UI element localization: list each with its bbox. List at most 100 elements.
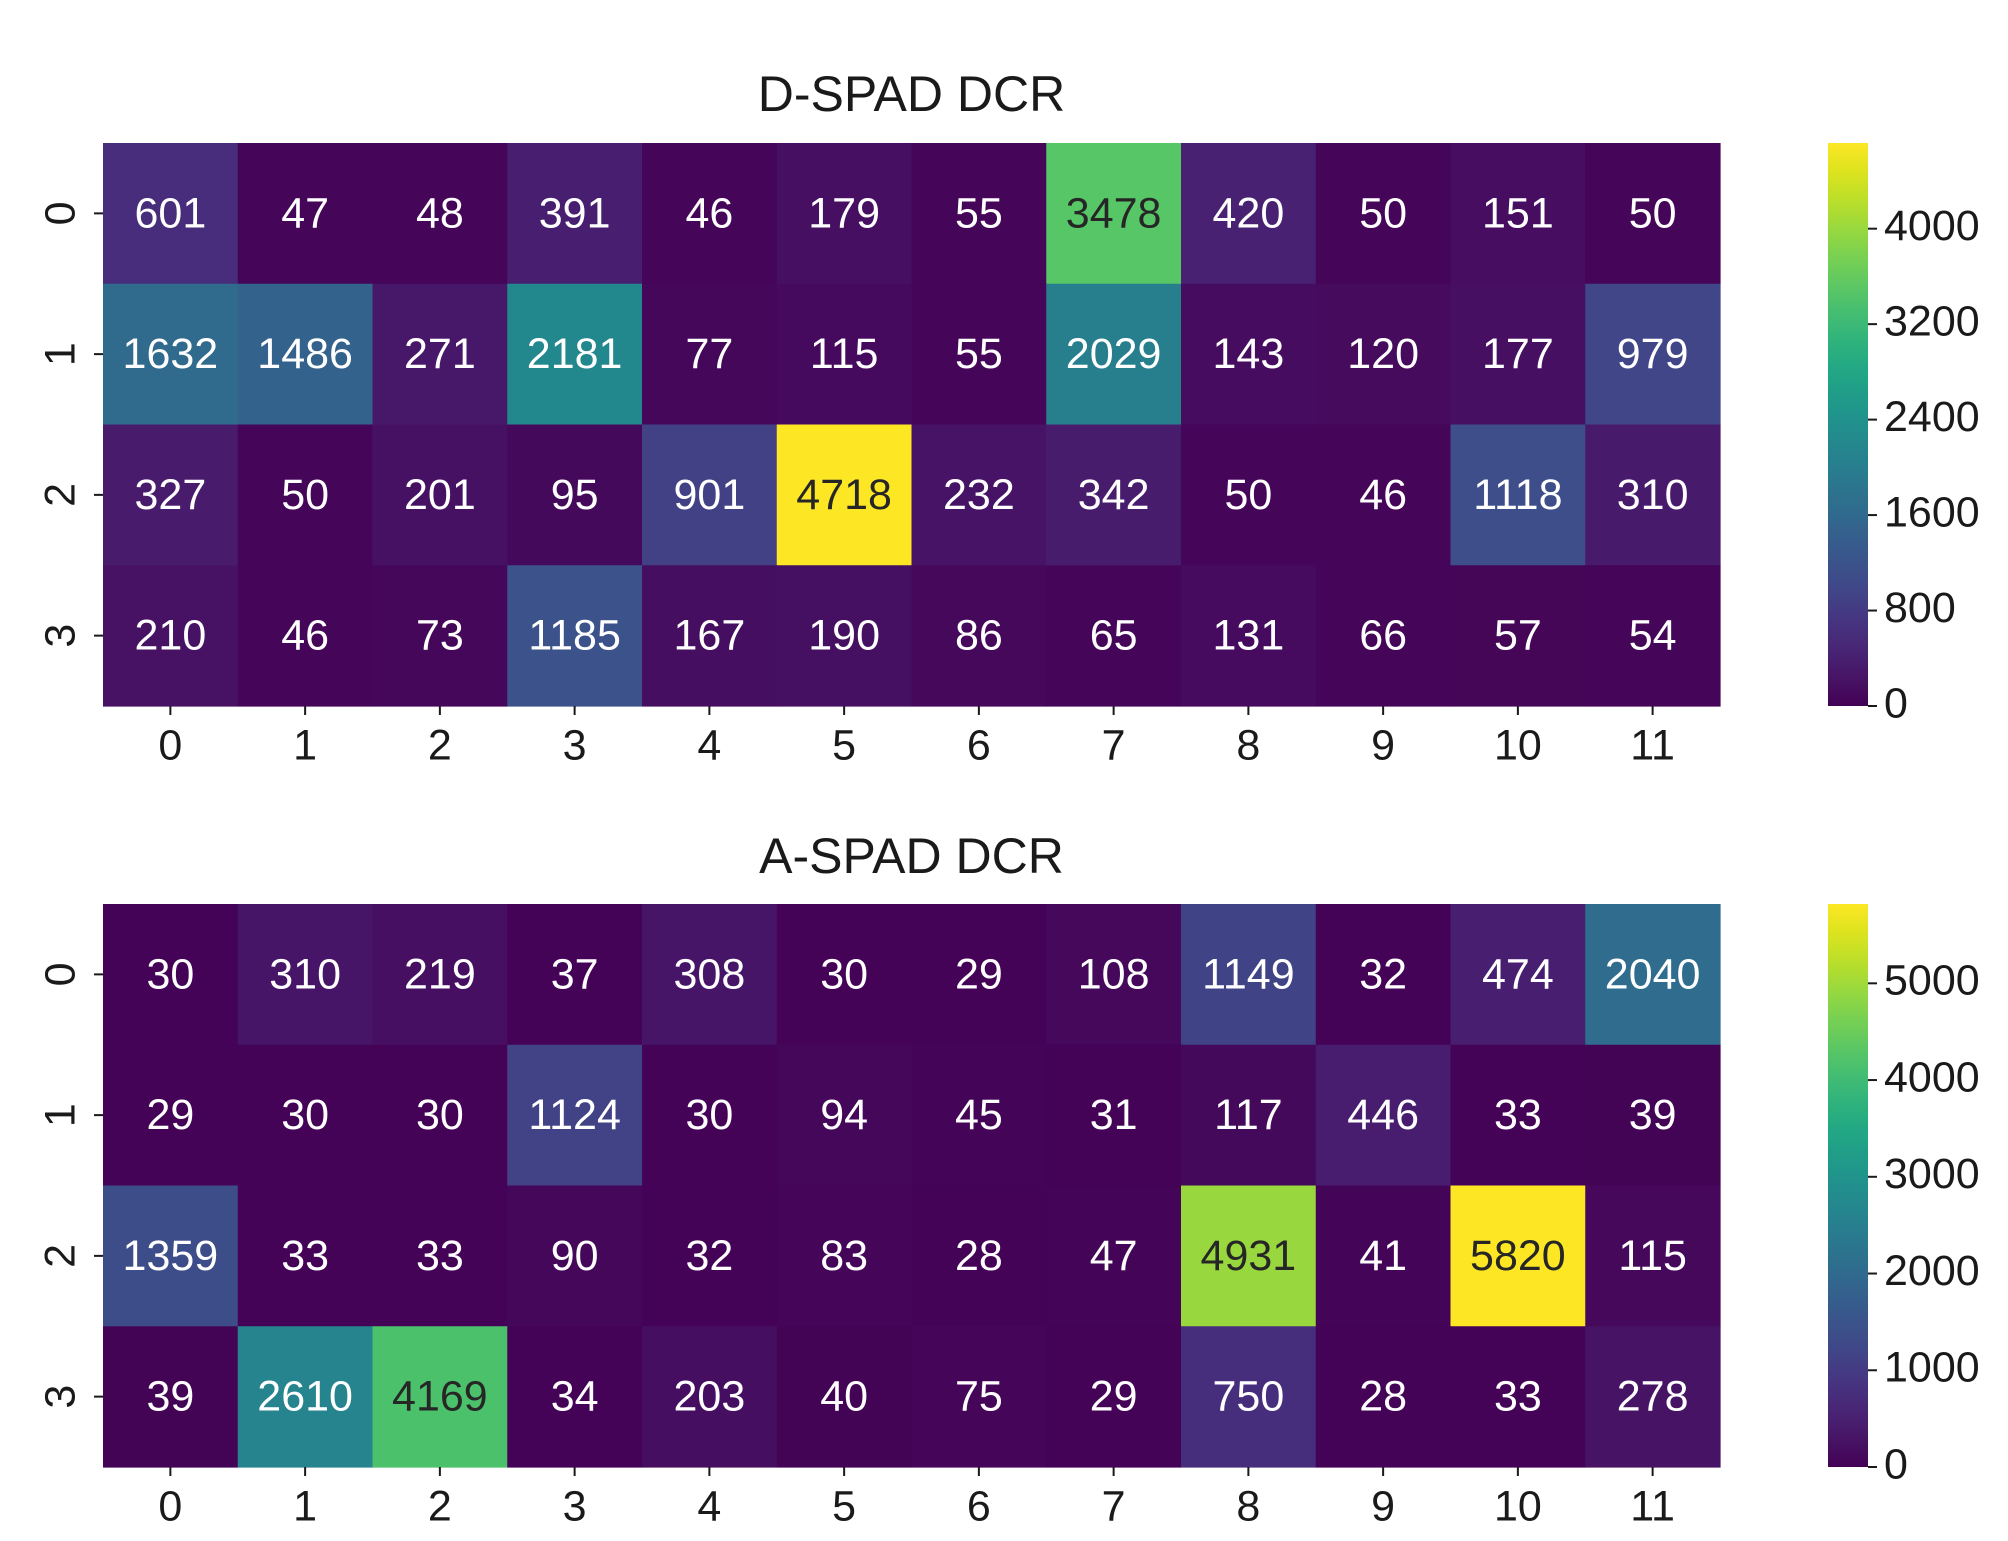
colorbar [1828, 904, 1868, 1467]
x-tick-label-4: 4 [697, 721, 721, 769]
y-tick-label-3: 3 [36, 624, 84, 648]
x-tick-label-0: 0 [158, 1482, 182, 1530]
y-tick-label-2: 2 [36, 483, 84, 507]
heatmap-cell-r1-c11 [1585, 1044, 1721, 1187]
cell-value-label-r2-c3: 90 [551, 1232, 599, 1280]
chart-title: D-SPAD DCR [758, 66, 1065, 122]
cell-value-label-r0-c1: 47 [281, 189, 329, 237]
y-tick-label-0: 0 [36, 201, 84, 225]
cell-value-label-r1-c6: 45 [955, 1091, 1003, 1139]
cell-value-label-r2-c3: 95 [551, 471, 599, 519]
heatmap-cell-r0-c10 [1450, 143, 1586, 285]
heatmap-cell-r2-c1 [237, 1185, 374, 1327]
cell-value-label-r3-c7: 29 [1090, 1373, 1138, 1421]
heatmap-cell-r2-c6 [911, 1185, 1047, 1327]
cell-value-label-r0-c11: 50 [1629, 189, 1677, 237]
heatmap-cell-r3-c9 [1315, 565, 1452, 707]
heatmap-cell-r3-c3 [507, 1326, 643, 1468]
cell-value-label-r3-c0: 39 [146, 1373, 194, 1421]
x-tick-label-6: 6 [967, 1482, 991, 1530]
cell-value-label-r3-c3: 34 [551, 1373, 599, 1421]
cell-value-label-r0-c0: 601 [135, 189, 207, 237]
cell-value-label-r3-c4: 203 [674, 1373, 746, 1421]
heatmap-cell-r3-c3 [507, 565, 643, 707]
heatmap-cell-r3-c6 [911, 565, 1047, 707]
colorbar-tick-label-4: 3200 [1884, 298, 1980, 346]
colorbar-tick-label-4: 4000 [1884, 1053, 1980, 1101]
heatmap-cell-r1-c11 [1585, 283, 1721, 426]
heatmap-cell-r0-c8 [1181, 143, 1317, 285]
cell-value-label-r2-c10: 5820 [1470, 1232, 1566, 1280]
x-tick-label-11: 11 [1630, 1482, 1675, 1530]
cell-value-label-r3-c5: 40 [820, 1373, 868, 1421]
heatmap-cell-r0-c6 [911, 904, 1047, 1046]
heatmap-cell-r2-c2 [372, 1185, 508, 1327]
cell-value-label-r0-c2: 48 [416, 189, 464, 237]
cell-value-label-r2-c1: 33 [281, 1232, 329, 1280]
heatmap-cell-r2-c8 [1181, 424, 1317, 566]
heatmap-cell-r1-c5 [776, 283, 913, 426]
heatmap-cell-r1-c0 [103, 283, 239, 426]
heatmap-cell-r1-c9 [1315, 1044, 1452, 1187]
cell-value-label-r0-c1: 310 [269, 950, 341, 998]
cell-value-label-r1-c6: 55 [955, 330, 1003, 378]
cell-value-label-r2-c2: 201 [404, 471, 476, 519]
cell-value-label-r0-c4: 308 [674, 950, 746, 998]
heatmap-cell-r3-c11 [1585, 565, 1721, 707]
cell-value-label-r1-c8: 117 [1214, 1091, 1283, 1139]
heatmap-cell-r1-c9 [1315, 283, 1452, 426]
heatmap-cell-r2-c5 [776, 424, 913, 566]
cell-value-label-r3-c5: 190 [808, 612, 880, 660]
x-tick-label-10: 10 [1494, 721, 1542, 769]
cell-value-label-r0-c5: 30 [820, 950, 868, 998]
cell-value-label-r1-c3: 1124 [528, 1091, 620, 1139]
cell-value-label-r2-c6: 232 [943, 471, 1015, 519]
cell-value-label-r3-c3: 1185 [528, 612, 620, 660]
cell-value-label-r1-c11: 39 [1629, 1091, 1677, 1139]
cell-value-label-r3-c2: 4169 [392, 1373, 488, 1421]
cell-value-label-r0-c6: 55 [955, 189, 1003, 237]
cell-value-label-r1-c5: 94 [820, 1091, 868, 1139]
cell-value-label-r2-c6: 28 [955, 1232, 1003, 1280]
y-tick-label-3: 3 [36, 1385, 84, 1409]
cell-value-label-r0-c3: 37 [551, 950, 599, 998]
cell-value-label-r3-c4: 167 [674, 612, 746, 660]
heatmap-cell-r0-c5 [776, 904, 913, 1046]
cell-value-label-r1-c0: 29 [146, 1091, 194, 1139]
cell-value-label-r1-c2: 30 [416, 1091, 464, 1139]
heatmap-cell-r2-c8 [1181, 1185, 1317, 1327]
heatmap-cell-r2-c9 [1315, 1185, 1452, 1327]
cell-value-label-r3-c2: 73 [416, 612, 464, 660]
heatmap-cell-r3-c0 [103, 565, 239, 707]
cell-value-label-r0-c11: 2040 [1605, 950, 1701, 998]
cell-value-label-r1-c4: 30 [685, 1091, 733, 1139]
y-tick-label-1: 1 [36, 1103, 84, 1127]
heatmap-cell-r2-c5 [776, 1185, 913, 1327]
heatmap-cell-r2-c11 [1585, 1185, 1721, 1327]
cell-value-label-r3-c1: 46 [281, 612, 329, 660]
heatmap-cell-r3-c5 [776, 565, 913, 707]
colorbar-tick-label-1: 800 [1884, 584, 1956, 632]
y-tick-label-2: 2 [36, 1244, 84, 1268]
heatmap-cell-r1-c8 [1181, 1044, 1317, 1187]
cell-value-label-r1-c4: 77 [685, 330, 733, 378]
cell-value-label-r1-c5: 115 [810, 330, 879, 378]
heatmap-cell-r0-c0 [103, 143, 239, 285]
heatmap-cell-r3-c11 [1585, 1326, 1721, 1468]
cell-value-label-r1-c1: 30 [281, 1091, 329, 1139]
x-tick-label-2: 2 [428, 1482, 452, 1530]
heatmap-cell-r1-c2 [372, 283, 508, 426]
heatmap-cell-r2-c1 [237, 424, 374, 566]
cell-value-label-r0-c0: 30 [146, 950, 194, 998]
x-tick-label-11: 11 [1630, 721, 1675, 769]
heatmap-cell-r0-c1 [237, 904, 374, 1046]
heatmap-cell-r3-c1 [237, 1326, 374, 1468]
heatmap-cell-r0-c9 [1315, 143, 1452, 285]
heatmap-cell-r0-c8 [1181, 904, 1317, 1046]
heatmap-cell-r3-c5 [776, 1326, 913, 1468]
heatmap-cell-r0-c3 [507, 143, 643, 285]
cell-value-label-r0-c10: 151 [1482, 189, 1554, 237]
heatmap-cell-r1-c1 [237, 283, 374, 426]
